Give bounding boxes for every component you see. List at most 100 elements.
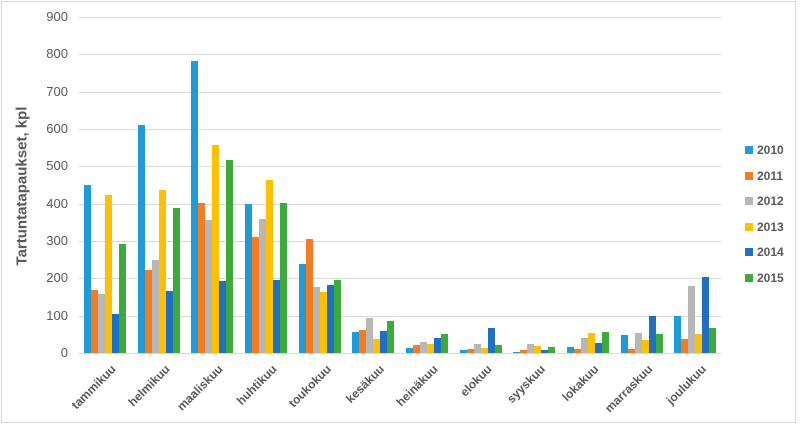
- bar-2013-kesäkuu: [373, 338, 381, 353]
- legend-label: 2010: [757, 143, 784, 157]
- legend-swatch-icon: [745, 171, 753, 180]
- gridline: [78, 54, 722, 55]
- bar-2010-lokakuu: [566, 346, 574, 353]
- bar-2012-huhtikuu: [258, 219, 266, 353]
- bar-2015-tammikuu: [118, 243, 126, 353]
- bar-2011-tammikuu: [90, 290, 98, 353]
- bar-2012-elokuu: [473, 344, 481, 353]
- bar-2013-elokuu: [480, 347, 488, 353]
- legend-label: 2012: [757, 194, 784, 208]
- legend-label: 2015: [757, 270, 784, 285]
- legend-swatch-icon: [745, 222, 753, 231]
- bar-2010-tammikuu: [83, 185, 91, 353]
- bar-2011-elokuu: [466, 348, 474, 353]
- bar-2011-toukokuu: [305, 238, 313, 353]
- bar-2015-elokuu: [494, 345, 502, 353]
- bar-2010-heinäkuu: [405, 348, 413, 353]
- bar-2014-syyskuu: [541, 349, 549, 353]
- bar-2014-toukokuu: [326, 285, 334, 353]
- bar-2010-toukokuu: [298, 264, 306, 353]
- bar-2011-helmikuu: [144, 270, 152, 353]
- bar-2013-syyskuu: [534, 345, 542, 353]
- bar-2012-maaliskuu: [205, 220, 213, 353]
- y-tick-label: 0: [60, 345, 68, 360]
- bar-2014-joulukuu: [702, 276, 710, 353]
- gridline: [78, 166, 722, 167]
- legend-swatch-icon: [745, 197, 753, 205]
- bar-2012-joulukuu: [688, 285, 696, 353]
- bar-2011-huhtikuu: [251, 236, 259, 353]
- bar-2013-huhtikuu: [265, 180, 273, 353]
- y-tick-label: 300: [46, 233, 68, 248]
- bar-2012-kesäkuu: [366, 318, 374, 353]
- gridline: [78, 92, 722, 93]
- bar-2012-heinäkuu: [419, 341, 427, 353]
- bar-2012-marraskuu: [634, 333, 642, 353]
- bar-2015-kesäkuu: [387, 321, 395, 353]
- bar-2013-lokakuu: [587, 332, 595, 353]
- chart-frame: [1, 1, 796, 423]
- bar-2013-marraskuu: [641, 339, 649, 353]
- bar-2014-marraskuu: [648, 316, 656, 353]
- bar-2011-kesäkuu: [359, 329, 367, 353]
- bar-2012-helmikuu: [151, 260, 159, 353]
- bar-2015-toukokuu: [333, 279, 341, 353]
- legend-item-2012: 2012: [745, 194, 784, 208]
- bar-2010-elokuu: [459, 349, 467, 353]
- bar-2010-helmikuu: [137, 124, 145, 353]
- bar-2010-kesäkuu: [352, 331, 360, 353]
- bar-2011-lokakuu: [573, 349, 581, 353]
- legend-item-2011: 2011: [745, 169, 783, 183]
- legend-label: 2011: [757, 168, 784, 183]
- bar-2011-heinäkuu: [412, 344, 420, 353]
- gridline: [78, 353, 722, 354]
- gridline: [78, 241, 722, 242]
- y-tick-label: 100: [46, 308, 68, 323]
- gridline: [78, 316, 722, 317]
- bar-2014-helmikuu: [165, 290, 173, 353]
- bar-2015-lokakuu: [601, 331, 609, 353]
- bar-2014-kesäkuu: [380, 330, 388, 353]
- bar-2013-tammikuu: [104, 195, 112, 353]
- y-tick-label: 600: [46, 121, 68, 136]
- bar-2013-maaliskuu: [212, 144, 220, 353]
- legend-label: 2013: [757, 219, 784, 234]
- bar-2012-toukokuu: [312, 286, 320, 353]
- legend-swatch-icon: [745, 273, 753, 282]
- bar-2014-tammikuu: [111, 313, 119, 353]
- y-tick-label: 200: [46, 270, 68, 285]
- bar-2010-joulukuu: [674, 315, 682, 353]
- bar-2012-syyskuu: [527, 344, 535, 353]
- bar-2014-elokuu: [487, 327, 495, 353]
- bar-2015-marraskuu: [655, 333, 663, 353]
- bar-2010-huhtikuu: [244, 204, 252, 353]
- bar-2013-joulukuu: [695, 333, 703, 353]
- legend-item-2010: 2010: [745, 143, 784, 157]
- gridline: [78, 17, 722, 18]
- gridline: [78, 129, 722, 130]
- y-tick-label: 900: [46, 9, 68, 24]
- legend-label: 2014: [757, 245, 784, 259]
- bar-2012-lokakuu: [580, 338, 588, 353]
- legend-swatch-icon: [745, 146, 753, 154]
- bar-2015-maaliskuu: [226, 160, 234, 353]
- bar-2011-joulukuu: [681, 338, 689, 353]
- y-tick-label: 400: [46, 196, 68, 211]
- bar-2011-marraskuu: [627, 348, 635, 353]
- bar-2013-toukokuu: [319, 291, 327, 353]
- bar-2015-syyskuu: [548, 347, 556, 353]
- bar-2010-syyskuu: [513, 351, 521, 353]
- bar-2014-heinäkuu: [433, 338, 441, 353]
- bar-2015-joulukuu: [709, 327, 717, 353]
- y-tick-label: 800: [46, 46, 68, 61]
- gridline: [78, 204, 722, 205]
- legend-swatch-icon: [745, 248, 753, 256]
- bar-2013-heinäkuu: [426, 344, 434, 353]
- bar-2015-heinäkuu: [440, 333, 448, 353]
- legend-item-2013: 2013: [745, 220, 784, 234]
- legend-item-2014: 2014: [745, 245, 784, 259]
- bar-2013-helmikuu: [158, 190, 166, 353]
- bar-2010-marraskuu: [620, 335, 628, 353]
- bar-2011-syyskuu: [520, 349, 528, 353]
- bar-2015-huhtikuu: [279, 202, 287, 353]
